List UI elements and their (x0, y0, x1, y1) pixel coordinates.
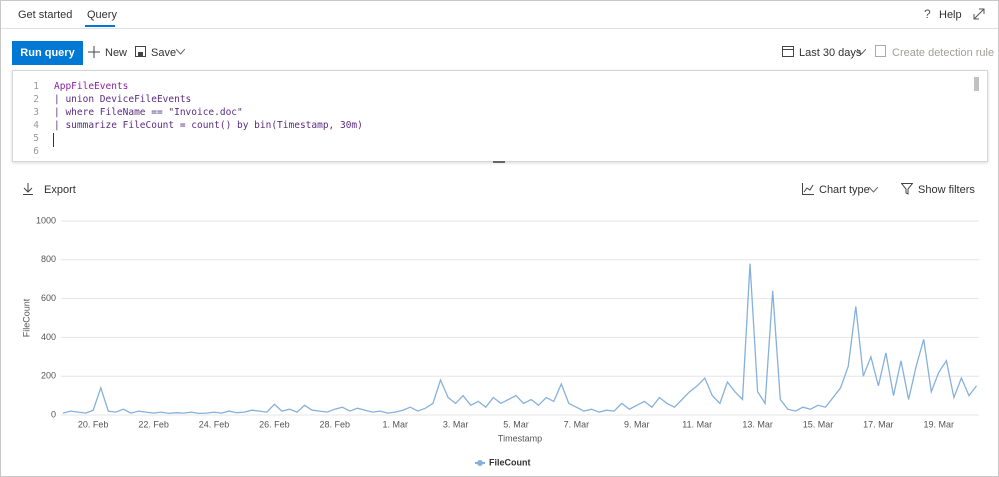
chart-type-button[interactable]: Chart type (819, 184, 870, 196)
x-tick-label: 13. Mar (742, 419, 773, 429)
x-tick-label: 15. Mar (803, 419, 834, 429)
legend-marker (477, 460, 483, 466)
y-tick-label: 0 (51, 409, 56, 419)
y-tick-label: 1000 (36, 215, 56, 225)
tab[interactable]: Get started (18, 9, 73, 21)
x-tick-label: 20. Feb (78, 419, 109, 429)
tab-underline (85, 25, 115, 27)
x-tick-label: 19. Mar (924, 419, 955, 429)
y-tick-label: 200 (41, 371, 56, 381)
line-number: 2 (33, 94, 39, 105)
data-line (62, 263, 978, 415)
code-line: | union DeviceFileEvents (54, 94, 192, 105)
x-tick-label: 1. Mar (382, 419, 408, 429)
x-axis-label: Timestamp (498, 433, 542, 443)
export-icon (23, 183, 33, 195)
line-number: 4 (33, 120, 39, 131)
svg-text:?: ? (924, 7, 931, 21)
y-tick-label: 400 (41, 332, 56, 342)
expand-icon[interactable] (973, 8, 985, 20)
divider (1, 28, 998, 29)
save-button[interactable]: Save (151, 47, 177, 59)
code-line: | summarize FileCount = count() by bin(T… (54, 120, 363, 131)
create-detection-rule[interactable]: Create detection rule (892, 47, 995, 59)
legend-label: FileCount (489, 457, 531, 467)
y-tick-label: 800 (41, 254, 56, 264)
filter-icon (901, 183, 913, 195)
x-tick-label: 11. Mar (682, 419, 712, 429)
x-tick-label: 22. Feb (138, 419, 169, 429)
resize-handle[interactable] (493, 161, 505, 163)
line-number: 3 (33, 107, 39, 118)
code-line: AppFileEvents (54, 81, 129, 92)
run-query-button[interactable]: Run query (12, 41, 83, 65)
tab-active[interactable]: Query (87, 9, 117, 21)
line-number: 5 (33, 133, 39, 144)
cursor (53, 133, 54, 147)
x-tick-label: 3. Mar (443, 419, 469, 429)
chart-icon (802, 183, 814, 195)
x-tick-label: 17. Mar (863, 419, 894, 429)
x-tick-label: 5. Mar (503, 419, 529, 429)
plus-icon (88, 46, 100, 58)
help-icon: ? (924, 7, 931, 21)
line-number: 1 (33, 81, 39, 92)
query-editor[interactable]: 1 2 3 4 5 6 AppFileEvents | union Device… (12, 70, 988, 162)
scrollbar (974, 77, 979, 91)
rule-icon (875, 45, 886, 57)
chevron (176, 49, 185, 55)
y-tick-label: 600 (41, 293, 56, 303)
code-line: | where FileName == "Invoice.doc" (54, 107, 243, 118)
x-tick-label: 24. Feb (199, 419, 230, 429)
x-tick-label: 28. Feb (320, 419, 351, 429)
button-label: Run query (20, 47, 75, 59)
x-tick-label: 9. Mar (624, 419, 650, 429)
x-tick-label: 7. Mar (564, 419, 590, 429)
x-tick-label: 26. Feb (259, 419, 290, 429)
time-range-picker[interactable]: Last 30 days (799, 47, 862, 59)
save-icon (135, 46, 146, 57)
chart: 0 200 400 600 800 1000 20. Feb 22. Feb 24. Feb 26… (21, 215, 979, 467)
export-button[interactable]: Export (44, 184, 76, 196)
help-link[interactable]: Help (939, 9, 962, 21)
y-axis-label: FileCount (21, 298, 31, 337)
calendar-icon (782, 46, 794, 57)
new-button[interactable]: New (105, 47, 128, 59)
show-filters-button[interactable]: Show filters (918, 184, 975, 196)
line-number: 6 (33, 146, 39, 157)
chevron (869, 187, 878, 193)
chevron (857, 49, 866, 55)
